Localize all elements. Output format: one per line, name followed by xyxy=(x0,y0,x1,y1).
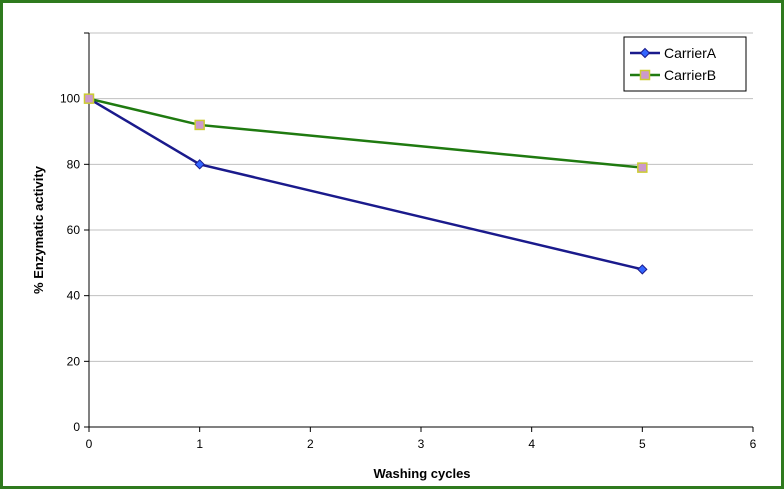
y-tick-label: 0 xyxy=(73,420,80,434)
x-tick-label: 6 xyxy=(750,437,757,451)
data-point-CarrierB xyxy=(83,93,95,104)
series-layer xyxy=(83,93,648,275)
data-point-CarrierB xyxy=(637,162,648,173)
legend-label-CarrierB: CarrierB xyxy=(664,67,716,83)
y-tick-label: 80 xyxy=(67,157,81,171)
x-tick-labels: 0 1 2 3 4 5 6 xyxy=(86,437,757,451)
gridlines xyxy=(89,32,753,362)
legend-box xyxy=(623,36,747,92)
y-tick-labels: 0 20 40 60 80 100 xyxy=(60,92,80,434)
legend-marker-CarrierA xyxy=(639,47,651,59)
data-point-CarrierB xyxy=(194,119,205,131)
x-tick-label: 4 xyxy=(528,437,535,451)
y-tick-label: 40 xyxy=(67,289,81,303)
y-axis-title: % Enzymatic activity xyxy=(31,165,46,294)
x-tick-label: 3 xyxy=(418,437,425,451)
x-tick-label: 2 xyxy=(307,437,314,451)
y-tick-label: 100 xyxy=(60,92,80,106)
series-line-CarrierA xyxy=(88,97,643,271)
legend-marker-CarrierB xyxy=(639,69,651,81)
x-tick-label: 5 xyxy=(639,437,646,451)
x-axis-title: Washing cycles xyxy=(373,466,470,481)
axes xyxy=(84,32,754,432)
y-tick-label: 60 xyxy=(67,223,81,237)
x-tick-label: 0 xyxy=(86,437,93,451)
series-line-CarrierB xyxy=(88,97,643,169)
legend-label-CarrierA: CarrierA xyxy=(664,45,717,61)
x-tick-label: 1 xyxy=(196,437,203,451)
data-point-CarrierA xyxy=(194,159,205,170)
legend: CarrierA CarrierB xyxy=(623,36,747,92)
data-point-CarrierA xyxy=(637,264,648,275)
y-tick-label: 20 xyxy=(67,354,81,368)
